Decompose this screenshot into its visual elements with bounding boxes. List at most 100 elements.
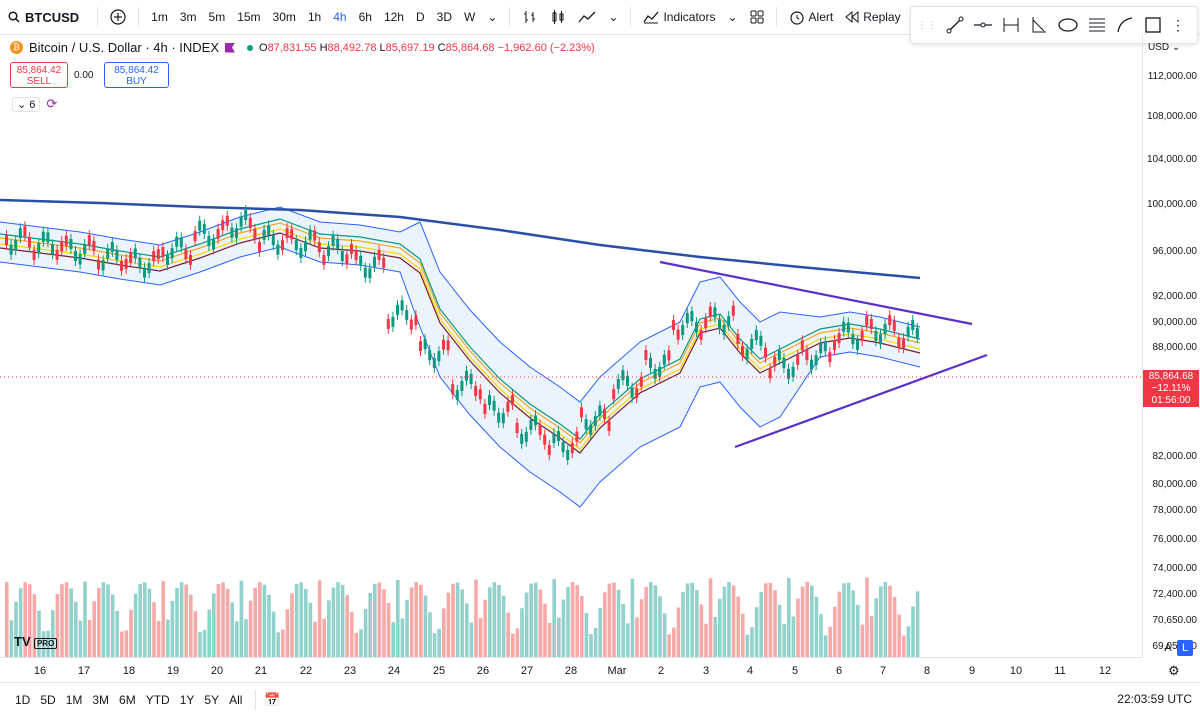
candle-body [221, 220, 225, 231]
ellipse-icon[interactable] [1057, 15, 1079, 35]
settings-gear-icon[interactable]: ⚙ [1168, 663, 1180, 678]
separator [97, 7, 99, 27]
volume-bar [846, 582, 851, 657]
candle-body [143, 267, 146, 278]
range-1d[interactable]: 1D [15, 693, 31, 707]
interval-4h[interactable]: 4h [333, 10, 347, 24]
volume-bar [373, 583, 377, 657]
volume-bar [120, 631, 124, 657]
volume-bar [281, 629, 285, 657]
volume-bar [773, 590, 777, 657]
indicators-button[interactable]: Indicators [637, 10, 721, 24]
currency-selector[interactable]: USD ⌄ [1148, 42, 1181, 53]
indicators-label: Indicators [663, 10, 716, 24]
rectangle-icon[interactable] [1143, 15, 1163, 35]
horizontal-ray-icon[interactable] [973, 15, 993, 35]
compare-add-icon[interactable] [104, 9, 132, 25]
bar-chart-type-icon[interactable] [516, 9, 544, 25]
chevron-down-icon[interactable]: ⌄ [487, 10, 498, 24]
candle-body [897, 337, 901, 348]
volume-bar [235, 621, 239, 657]
candle-body [506, 401, 510, 412]
volume-bar [731, 585, 736, 657]
volume-bar [294, 583, 299, 657]
interval-12h[interactable]: 12h [383, 10, 404, 24]
indicators-count-box[interactable]: ⌄ 6 [12, 96, 41, 112]
candle-body [97, 259, 100, 270]
curve-icon[interactable] [1115, 15, 1135, 35]
symbol-search[interactable]: BTCUSD [0, 10, 91, 25]
candle-body [773, 356, 777, 367]
volume-bar [782, 624, 786, 657]
volume-bar [649, 582, 653, 657]
fib-levels-icon[interactable] [1087, 15, 1107, 35]
candle-body [557, 431, 560, 442]
volume-bar [488, 587, 492, 657]
clock[interactable]: 22:03:59 UTC [1117, 692, 1192, 706]
date-range-icon[interactable] [1001, 15, 1021, 35]
range-6m[interactable]: 6M [119, 693, 136, 707]
volume-bar [727, 582, 731, 657]
log-scale-button[interactable]: L [1177, 640, 1193, 656]
candle-body [580, 407, 583, 418]
volume-bar [382, 589, 386, 657]
more-icon[interactable]: ⋮ [1171, 16, 1185, 33]
line-chart-type-icon[interactable] [572, 10, 602, 24]
interval-D[interactable]: D [415, 10, 425, 24]
interval-3m[interactable]: 3m [179, 10, 197, 24]
alert-button[interactable]: Alert [783, 9, 840, 25]
indicators-count: 6 [29, 98, 36, 111]
angle-tool-icon[interactable] [1029, 15, 1049, 35]
interval-3D[interactable]: 3D [436, 10, 452, 24]
candle-body [64, 235, 68, 246]
layouts-grid-icon[interactable] [744, 10, 770, 24]
price-axis[interactable]: 112,000.00 108,000.00 104,000.00 100,000.00… [1142, 35, 1200, 657]
chevron-down-icon[interactable]: ⌄ [608, 10, 619, 24]
interval-15m[interactable]: 15m [237, 10, 261, 24]
auto-scale-button[interactable]: A [1164, 642, 1172, 654]
chevron-down-icon[interactable]: ⌄ [727, 10, 738, 24]
current-price: 85,864.68 [1148, 371, 1194, 382]
buy-button[interactable]: 85,864.42 BUY [104, 62, 169, 88]
sell-button[interactable]: 85,864.42 SELL [10, 62, 68, 88]
indicators-toggle[interactable]: ⌄ 6 ⟳ [12, 96, 57, 112]
candle-chart-type-icon[interactable] [544, 9, 572, 25]
candle-body [331, 235, 335, 246]
candle-body [520, 433, 524, 444]
range-5d[interactable]: 5D [40, 693, 56, 707]
range-ytd[interactable]: YTD [145, 693, 170, 707]
trend-line-icon[interactable] [945, 15, 965, 35]
candle-body [212, 239, 215, 250]
volume-bar [460, 589, 464, 657]
flag-icon[interactable] [225, 42, 235, 53]
replay-button[interactable]: Replay [839, 10, 906, 24]
volume-bar [851, 590, 855, 657]
candle-body [635, 388, 639, 399]
range-5y[interactable]: 5Y [204, 693, 220, 707]
range-1m[interactable]: 1M [65, 693, 83, 707]
interval-1m[interactable]: 1m [151, 10, 168, 24]
volume-bar [83, 581, 87, 657]
range-all[interactable]: All [229, 693, 243, 707]
candle-body [607, 421, 611, 432]
interval-6h[interactable]: 6h [358, 10, 372, 24]
time-axis[interactable]: 16 17 18 19 20 21 22 23 24 25 26 27 28 Mar 2 3 4 5 6 7 8 9 10 1… [0, 657, 1142, 683]
candle-body [51, 244, 54, 255]
candle-body [745, 349, 749, 360]
drag-handle-icon[interactable]: ⋮⋮ [917, 19, 937, 31]
interval-30m[interactable]: 30m [272, 10, 296, 24]
candle-body [754, 330, 758, 341]
volume-bar [74, 601, 78, 657]
price-chart[interactable] [0, 35, 1142, 657]
sync-icon[interactable]: ⟳ [46, 96, 58, 111]
range-3m[interactable]: 3M [92, 693, 110, 707]
candle-body [129, 252, 133, 263]
volume-bar [175, 587, 179, 657]
interval-5m[interactable]: 5m [208, 10, 226, 24]
volume-bar [860, 624, 865, 657]
range-1y[interactable]: 1Y [179, 693, 195, 707]
interval-1h[interactable]: 1h [307, 10, 322, 24]
calendar-icon[interactable]: 📅 [264, 692, 281, 707]
interval-W[interactable]: W [464, 10, 476, 24]
candle-body [856, 339, 859, 350]
